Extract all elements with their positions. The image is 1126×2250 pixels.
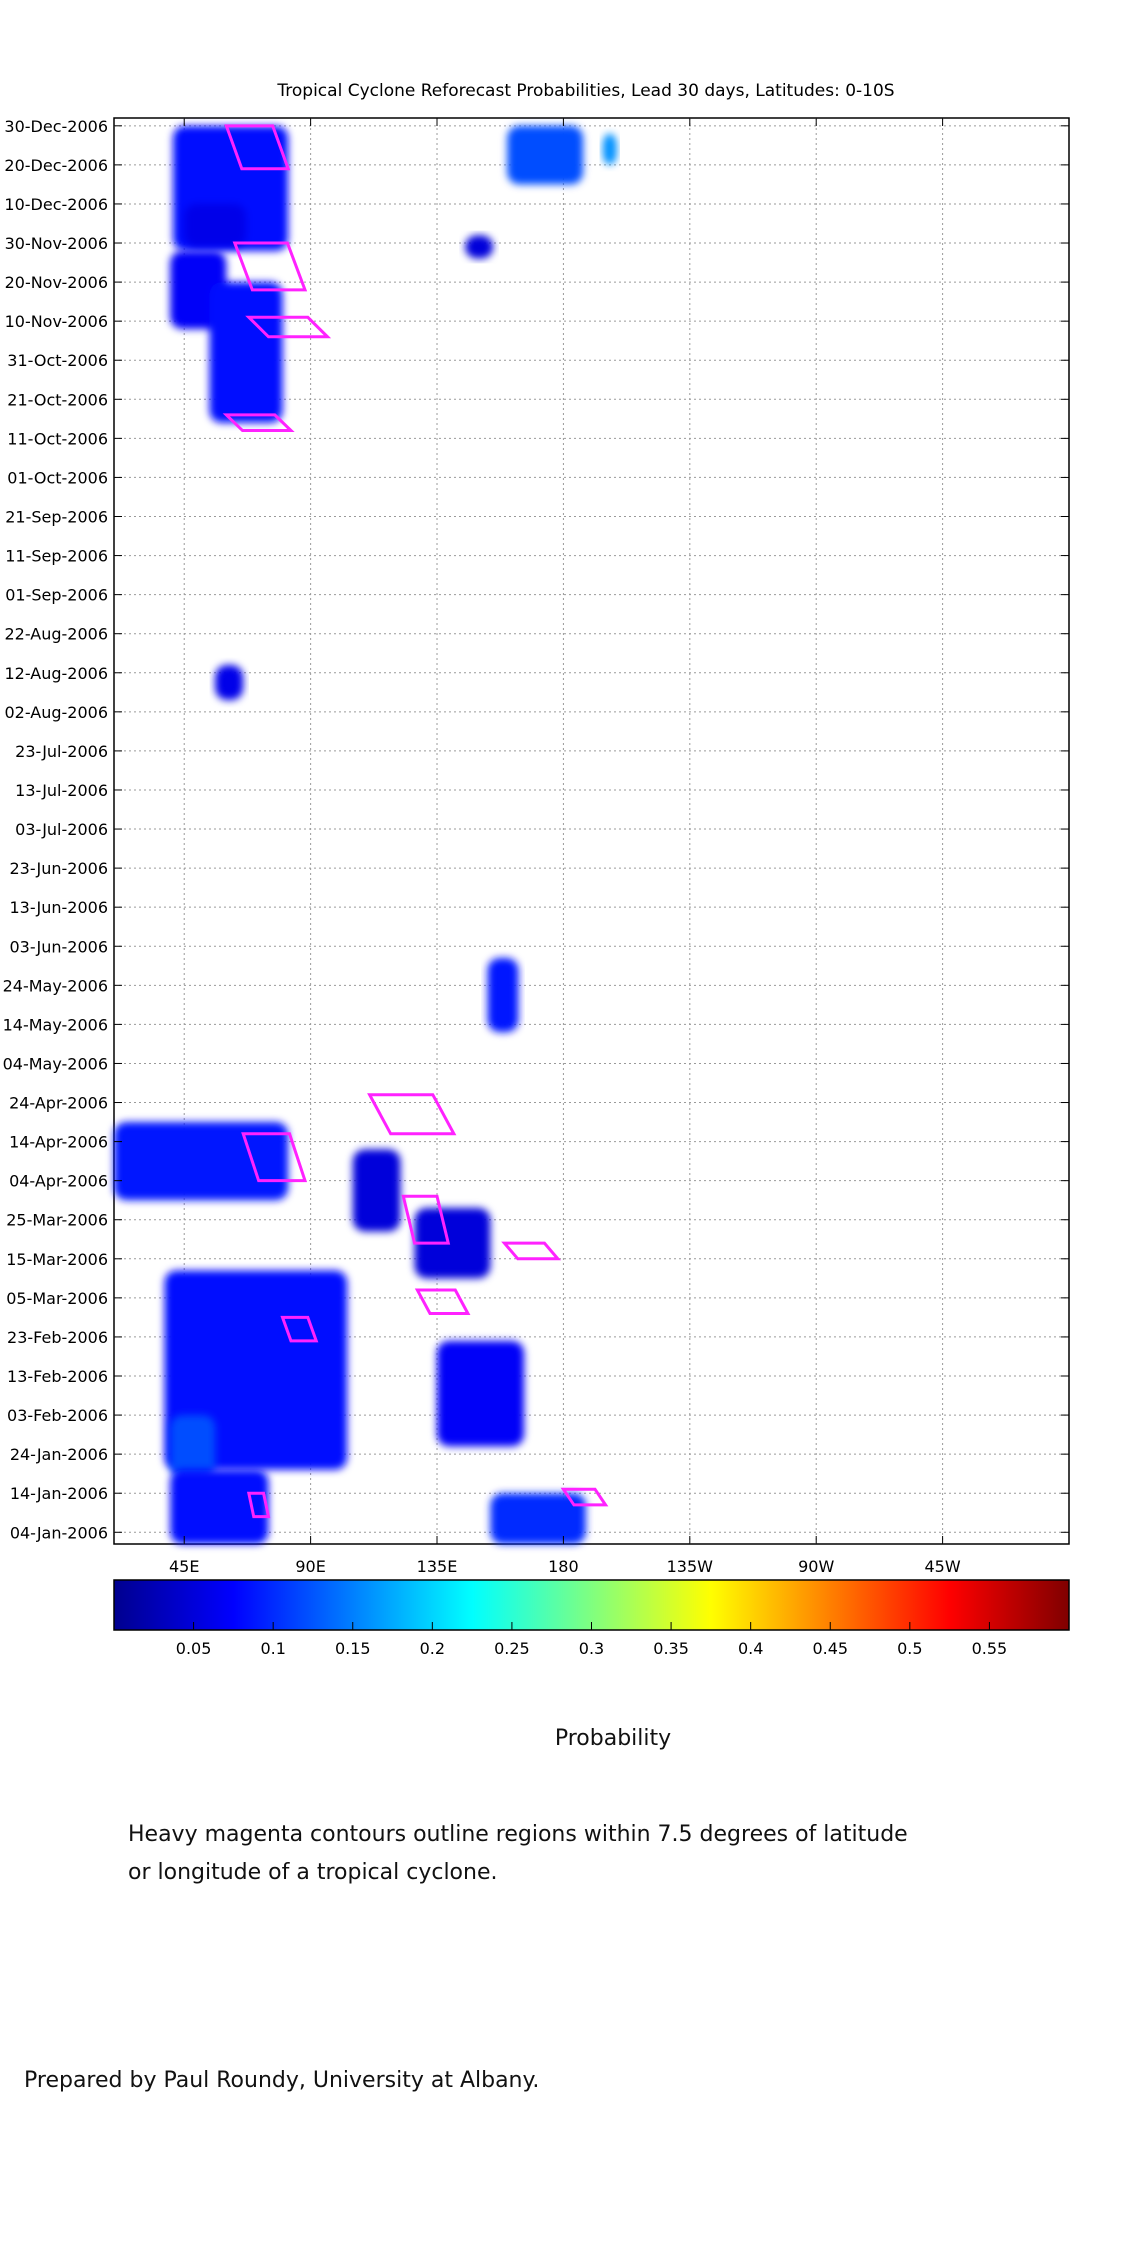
x-tick-label: 180	[548, 1557, 579, 1576]
cyclone-contour	[232, 241, 308, 292]
colorbar-tick-label: 0.3	[579, 1639, 604, 1658]
probability-region	[170, 1415, 216, 1478]
plot-frame	[113, 117, 1070, 1545]
x-tick-label: 90W	[798, 1557, 834, 1576]
y-tick-label: 13-Feb-2006	[7, 1367, 108, 1386]
colorbar	[113, 1579, 1070, 1631]
y-tick-label: 22-Aug-2006	[4, 625, 108, 644]
y-tick-label: 01-Sep-2006	[5, 586, 108, 605]
contour-note-line1: Heavy magenta contours outline regions w…	[128, 1822, 908, 1847]
y-tick-label: 12-Aug-2006	[4, 664, 108, 683]
y-tick-label: 20-Nov-2006	[5, 273, 108, 292]
cyclone-contour	[280, 1315, 319, 1343]
colorbar-tick-label: 0.4	[738, 1639, 763, 1658]
y-tick-label: 11-Oct-2006	[7, 429, 108, 448]
x-tick-label: 45W	[925, 1557, 961, 1576]
y-tick-label: 30-Dec-2006	[4, 117, 108, 136]
probability-region	[602, 133, 617, 165]
y-tick-label: 10-Dec-2006	[4, 195, 108, 214]
probability-region	[414, 1208, 491, 1279]
y-tick-label: 24-May-2006	[3, 976, 108, 995]
cyclone-contour	[367, 1093, 457, 1136]
y-tick-label: 25-Mar-2006	[6, 1211, 108, 1230]
y-tick-label: 30-Nov-2006	[5, 234, 108, 253]
y-tick-label: 14-Jan-2006	[10, 1484, 108, 1503]
cyclone-contours	[222, 124, 609, 1519]
x-axis-ticks: 45E 90E 135E 180 135W 90W 45W	[169, 118, 961, 1576]
colorbar-tick-label: 0.25	[494, 1639, 530, 1658]
y-tick-label: 20-Dec-2006	[4, 156, 108, 175]
y-tick-label: 01-Oct-2006	[7, 468, 108, 487]
y-tick-label: 03-Feb-2006	[7, 1406, 108, 1425]
y-tick-label: 13-Jun-2006	[9, 898, 108, 917]
y-tick-label: 21-Sep-2006	[5, 507, 108, 526]
y-tick-label: 03-Jun-2006	[9, 937, 108, 956]
probability-region	[215, 664, 244, 701]
y-tick-label: 11-Sep-2006	[5, 547, 108, 566]
colorbar-tick-label: 0.2	[420, 1639, 445, 1658]
y-tick-label: 23-Jul-2006	[15, 742, 108, 761]
y-tick-label: 04-Apr-2006	[9, 1172, 108, 1191]
colorbar-tick-label: 0.5	[897, 1639, 922, 1658]
probability-region	[465, 235, 494, 259]
credit-line: Prepared by Paul Roundy, University at A…	[24, 2068, 540, 2093]
y-tick-label: 21-Oct-2006	[7, 390, 108, 409]
colorbar-tick-label: 0.35	[653, 1639, 689, 1658]
cyclone-contour	[560, 1487, 609, 1507]
chart-title: Tropical Cyclone Reforecast Probabilitie…	[276, 81, 894, 101]
y-tick-label: 13-Jul-2006	[15, 781, 108, 800]
probability-region	[352, 1149, 401, 1232]
x-tick-label: 90E	[295, 1557, 325, 1576]
cyclone-contour	[246, 1491, 271, 1519]
y-tick-label: 14-May-2006	[3, 1015, 108, 1034]
x-tick-label: 135W	[667, 1557, 714, 1576]
cyclone-contour	[501, 1241, 562, 1261]
y-tick-label: 24-Jan-2006	[10, 1445, 108, 1464]
colorbar-tick-label: 0.05	[176, 1639, 212, 1658]
cyclone-contour	[222, 413, 295, 433]
y-tick-label: 23-Feb-2006	[7, 1328, 108, 1347]
probability-region	[490, 1493, 586, 1544]
y-tick-label: 10-Nov-2006	[5, 312, 108, 331]
probability-regions	[114, 125, 617, 1544]
colorbar-tick-label: 0.1	[260, 1639, 285, 1658]
y-tick-label: 23-Jun-2006	[9, 859, 108, 878]
cyclone-contour	[224, 124, 291, 171]
cyclone-contour	[241, 1132, 308, 1183]
y-tick-label: 05-Mar-2006	[6, 1289, 108, 1308]
y-tick-label: 04-May-2006	[3, 1054, 108, 1073]
y-tick-label: 03-Jul-2006	[15, 820, 108, 839]
contour-note-line2: or longitude of a tropical cyclone.	[128, 1860, 498, 1885]
y-tick-label: 02-Aug-2006	[4, 703, 108, 722]
grid-lines	[114, 118, 1069, 1544]
probability-region	[170, 1469, 269, 1544]
colorbar-tick-label: 0.45	[812, 1639, 848, 1658]
probability-region	[487, 957, 519, 1033]
colorbar-tick-label: 0.15	[335, 1639, 371, 1658]
probability-region	[184, 203, 247, 247]
probability-region	[437, 1340, 525, 1447]
x-tick-label: 45E	[169, 1557, 199, 1576]
probability-region	[507, 125, 584, 185]
probability-region	[209, 282, 283, 423]
colorbar-label: Probability	[554, 1726, 672, 1751]
y-axis-ticks: 30-Dec-2006 20-Dec-2006 10-Dec-2006 30-Nov-…	[3, 117, 1069, 1542]
y-tick-label: 04-Jan-2006	[10, 1523, 108, 1542]
y-tick-label: 14-Apr-2006	[9, 1133, 108, 1152]
cyclone-contour	[245, 315, 332, 339]
cyclone-contour	[401, 1194, 451, 1245]
y-tick-label: 31-Oct-2006	[7, 351, 108, 370]
cyclone-contour	[414, 1288, 471, 1315]
colorbar-ticks: 0.05 0.1 0.15 0.2 0.25 0.3 0.35 0.4 0.45 0.5 0.55	[176, 1622, 1007, 1658]
colorbar-tick-label: 0.55	[972, 1639, 1008, 1658]
x-tick-label: 135E	[417, 1557, 458, 1576]
y-tick-label: 15-Mar-2006	[6, 1250, 108, 1269]
y-tick-label: 24-Apr-2006	[9, 1094, 108, 1113]
